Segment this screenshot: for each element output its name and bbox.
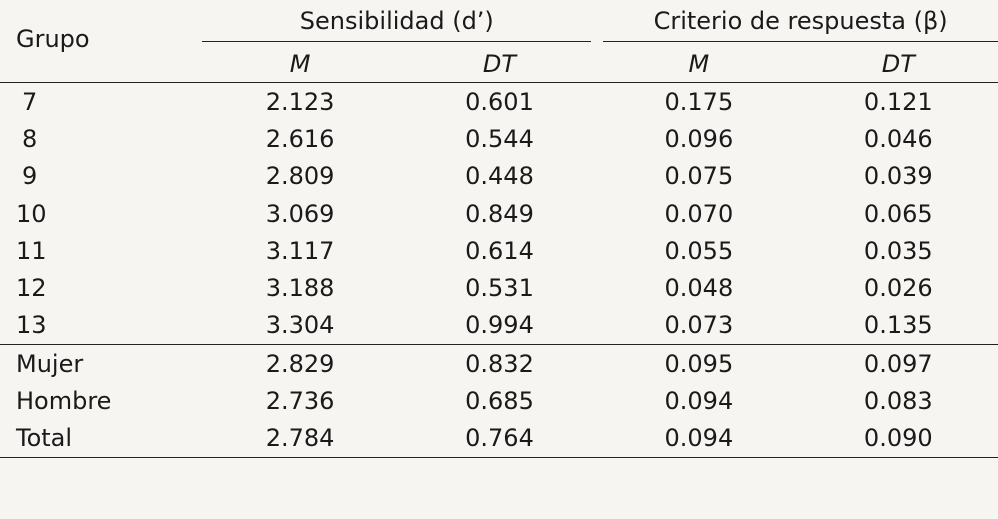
cell-sensitivity-mean: 3.117 bbox=[265, 236, 335, 265]
subheader-sensitivity-mean: M bbox=[200, 46, 400, 83]
table-row: 7 2.123 0.601 0.175 0.121 bbox=[0, 83, 998, 121]
cell-sensitivity-sd: 0.685 bbox=[465, 387, 534, 416]
table-row: 12 3.188 0.531 0.048 0.026 bbox=[0, 269, 998, 306]
cell-sensitivity-mean: 3.188 bbox=[265, 274, 335, 303]
cell-criterion-sd: 0.121 bbox=[863, 87, 933, 116]
cell-sensitivity-sd: 0.994 bbox=[399, 306, 600, 346]
table-row: Mujer 2.829 0.832 0.095 0.097 bbox=[0, 345, 998, 383]
cell-criterion-sd: 0.039 bbox=[863, 162, 933, 191]
cell-sensitivity-sd: 0.832 bbox=[465, 349, 534, 378]
cell-sensitivity-mean: 2.123 bbox=[265, 87, 335, 116]
cell-criterion-sd: 0.065 bbox=[863, 199, 933, 228]
column-header-group: Grupo bbox=[0, 0, 201, 83]
subheader-criterion-mean: M bbox=[599, 46, 799, 83]
sensitivity-label: Sensibilidad (d’) bbox=[202, 7, 592, 42]
cell-criterion-sd: 0.046 bbox=[863, 124, 933, 153]
cell-sensitivity-sd: 0.614 bbox=[465, 236, 534, 265]
column-header-sensitivity: Sensibilidad (d’) bbox=[200, 0, 599, 46]
row-label: 8 bbox=[22, 124, 38, 153]
cell-sensitivity-sd: 0.849 bbox=[465, 199, 534, 228]
cell-criterion-mean: 0.094 bbox=[599, 419, 799, 458]
row-label: Total bbox=[0, 419, 201, 458]
cell-sensitivity-mean: 2.809 bbox=[265, 162, 335, 191]
results-table: Grupo Sensibilidad (d’) Criterio de resp… bbox=[0, 0, 998, 458]
cell-criterion-mean: 0.070 bbox=[664, 199, 734, 228]
cell-criterion-mean: 0.075 bbox=[664, 162, 734, 191]
cell-sensitivity-mean: 3.304 bbox=[200, 306, 400, 346]
cell-criterion-sd: 0.026 bbox=[863, 274, 933, 303]
row-label: 10 bbox=[16, 199, 47, 228]
cell-sensitivity-mean: 3.069 bbox=[265, 199, 335, 228]
row-label: 11 bbox=[16, 236, 47, 265]
header-row-top: Grupo Sensibilidad (d’) Criterio de resp… bbox=[0, 0, 998, 83]
row-label: Hombre bbox=[16, 387, 112, 416]
cell-criterion-sd: 0.135 bbox=[798, 306, 998, 346]
cell-sensitivity-sd: 0.448 bbox=[465, 162, 534, 191]
cell-criterion-sd: 0.097 bbox=[863, 349, 933, 378]
table-row: 13 3.304 0.994 0.073 0.135 bbox=[0, 306, 998, 346]
criterion-label: Criterio de respuesta (β) bbox=[603, 7, 998, 42]
row-label: 7 bbox=[22, 87, 38, 116]
subheader-sensitivity-sd: DT bbox=[399, 46, 600, 83]
cell-sensitivity-sd: 0.531 bbox=[465, 274, 534, 303]
cell-criterion-mean: 0.094 bbox=[664, 387, 734, 416]
cell-criterion-mean: 0.073 bbox=[599, 306, 799, 346]
cell-sensitivity-sd: 0.544 bbox=[465, 124, 534, 153]
table-row: 10 3.069 0.849 0.070 0.065 bbox=[0, 195, 998, 232]
row-label: 13 bbox=[0, 306, 201, 346]
table-row: 11 3.117 0.614 0.055 0.035 bbox=[0, 232, 998, 269]
header-row-sub: M DT M DT bbox=[0, 46, 998, 83]
subheader-criterion-sd: DT bbox=[798, 46, 998, 83]
table-row: 9 2.809 0.448 0.075 0.039 bbox=[0, 158, 998, 195]
row-label: Mujer bbox=[16, 349, 84, 378]
cell-criterion-sd: 0.090 bbox=[798, 419, 998, 458]
table-row: Hombre 2.736 0.685 0.094 0.083 bbox=[0, 382, 998, 419]
table-row: 8 2.616 0.544 0.096 0.046 bbox=[0, 120, 998, 157]
cell-criterion-mean: 0.055 bbox=[664, 236, 734, 265]
cell-criterion-mean: 0.175 bbox=[664, 87, 734, 116]
cell-sensitivity-mean: 2.784 bbox=[200, 419, 400, 458]
cell-criterion-mean: 0.048 bbox=[664, 274, 734, 303]
cell-sensitivity-mean: 2.736 bbox=[265, 387, 335, 416]
cell-sensitivity-mean: 2.616 bbox=[265, 124, 335, 153]
row-label: 9 bbox=[22, 162, 38, 191]
column-header-criterion: Criterio de respuesta (β) bbox=[599, 0, 998, 46]
cell-sensitivity-sd: 0.764 bbox=[399, 419, 600, 458]
cell-criterion-mean: 0.096 bbox=[664, 124, 734, 153]
cell-criterion-mean: 0.095 bbox=[664, 349, 734, 378]
cell-sensitivity-mean: 2.829 bbox=[265, 349, 335, 378]
cell-criterion-sd: 0.035 bbox=[863, 236, 933, 265]
cell-criterion-sd: 0.083 bbox=[863, 387, 933, 416]
row-label: 12 bbox=[16, 274, 47, 303]
cell-sensitivity-sd: 0.601 bbox=[465, 87, 534, 116]
table-row: Total 2.784 0.764 0.094 0.090 bbox=[0, 419, 998, 458]
